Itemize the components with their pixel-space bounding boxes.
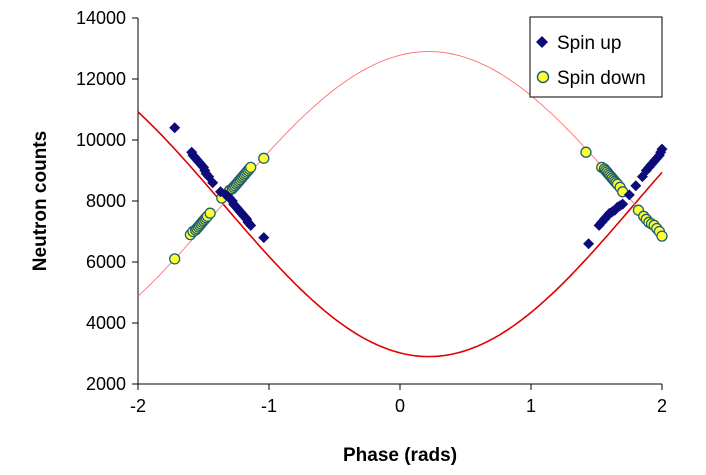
legend-box [529,16,663,98]
legend: Spin up Spin down [529,16,663,98]
spin-down-point [169,253,181,265]
spin-down-point [580,146,592,158]
spin-up-point [258,232,270,244]
spin-up-point [245,219,257,231]
spin-up-point [617,198,629,210]
spin-down-point [258,152,270,164]
legend-spin-down-label: Spin down [557,68,646,89]
spin-down-point [204,207,216,219]
x-tick-label: 0 [395,396,405,416]
y-tick-label: 14000 [76,8,126,28]
x-tick-label: -1 [261,396,277,416]
legend-spin-up-marker [536,36,548,48]
y-tick-label: 10000 [76,130,126,150]
y-tick-label: 4000 [86,313,126,333]
spin-down-point [245,161,257,174]
y-tick-label: 6000 [86,252,126,272]
x-tick-label: 1 [526,396,536,416]
spin-up-point [583,238,595,250]
fit-curve-spin-up [137,111,663,358]
x-tick-label: -2 [130,396,146,416]
spin-down-point [656,230,668,242]
x-tick-label: 2 [657,396,667,416]
y-tick-label: 8000 [86,191,126,211]
spin-up-point [169,122,181,134]
spin-up-point [656,143,668,155]
data-points [169,122,668,265]
x-axis-title: Phase (rads) [343,445,457,466]
axis-ticks: 2000 4000 6000 8000 10000 12000 14000 -2 -1 0 1 2 [76,8,667,416]
spin-up-point [623,189,635,201]
legend-spin-up-label: Spin up [557,33,621,54]
y-tick-label: 2000 [86,374,126,394]
spin-up-point [207,177,219,189]
y-tick-label: 12000 [76,69,126,89]
spin-up-point [630,180,642,192]
y-axis-title: Neutron counts [30,131,51,271]
legend-spin-down-marker [536,70,550,84]
